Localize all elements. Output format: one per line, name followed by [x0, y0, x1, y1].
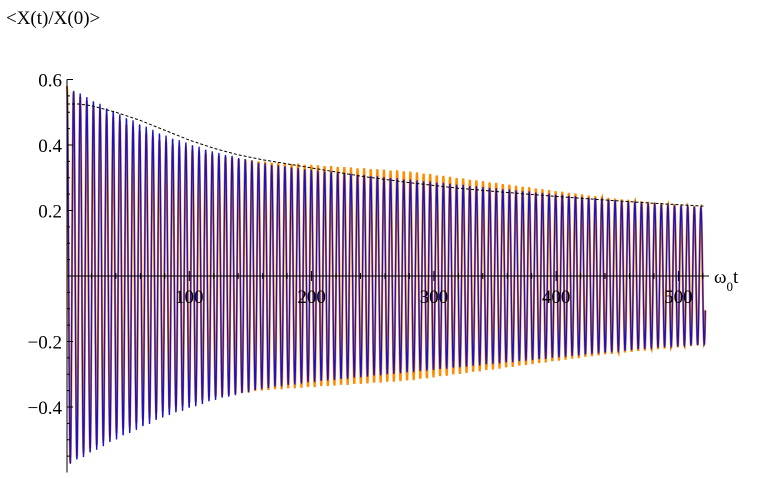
- x-axis-label-tail: t: [733, 267, 739, 288]
- y-axis-label: <X(t)/X(0)>: [6, 8, 100, 29]
- y-tick-label: 0.4: [38, 136, 62, 157]
- series-envelope-dashed: [67, 103, 706, 207]
- series-layer: [65, 86, 707, 464]
- x-axis-label: ω0t: [714, 267, 739, 294]
- x-axis-label-base: ω: [714, 267, 727, 288]
- x-tick-label: 100: [175, 287, 204, 308]
- series-oscillation-blue: [66, 86, 706, 464]
- x-tick-label: 200: [297, 287, 326, 308]
- x-tick-label: 500: [664, 287, 693, 308]
- y-tick-label: 0.2: [38, 202, 62, 223]
- y-tick-label: −0.2: [28, 333, 62, 354]
- y-tick-label: 0.6: [38, 71, 62, 92]
- x-tick-label: 300: [420, 287, 449, 308]
- ticks-layer: 100 200 300 400 500 −0.4 −0.2 0.2 0.4 0.6: [28, 71, 704, 457]
- x-tick-label: 400: [542, 287, 571, 308]
- x-axis-label-sub: 0: [727, 279, 734, 294]
- y-tick-label: −0.4: [28, 398, 63, 419]
- plot-area: 100 200 300 400 500 −0.4 −0.2 0.2 0.4 0.6: [28, 71, 709, 473]
